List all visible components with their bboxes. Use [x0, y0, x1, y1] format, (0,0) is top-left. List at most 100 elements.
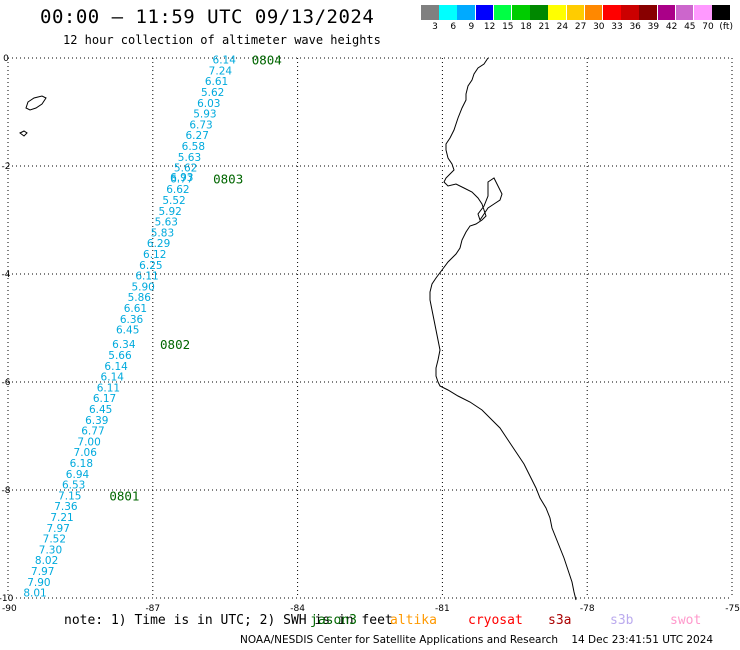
swh-value: 6.58 [182, 141, 205, 153]
colorbar-swatch [493, 5, 512, 20]
swh-value: 6.17 [93, 393, 116, 405]
swh-value: 7.24 [209, 65, 233, 77]
swh-value: 8.01 [23, 588, 46, 600]
colorbar-swatch [603, 5, 621, 20]
colorbar-swatch [548, 5, 567, 20]
colorbar-label: 9 [468, 22, 475, 32]
colorbar-label: 18 [520, 22, 532, 32]
swh-value: 5.90 [131, 281, 154, 293]
latitude-tick-label: -10 [0, 594, 14, 604]
galapagos-island-small [19, 130, 28, 137]
longitude-tick-label: -84 [290, 604, 305, 614]
colorbar-label: 36 [629, 22, 641, 32]
swh-value: 6.11 [97, 382, 120, 394]
swh-value: 6.39 [85, 415, 108, 427]
colorbar-label: 45 [684, 22, 696, 32]
swh-value: 6.29 [147, 238, 170, 250]
latitude-tick-label: 0 [3, 54, 9, 64]
swh-value: 7.36 [54, 501, 78, 513]
colorbar-label: 39 [647, 22, 660, 32]
swh-value: 6.14 [101, 372, 125, 384]
swh-value: 6.93 [170, 172, 193, 184]
colorbar-swatch [657, 5, 676, 20]
colorbar-swatch [639, 5, 658, 20]
swh-value: 6.34 [112, 339, 136, 351]
colorbar-swatch [530, 5, 548, 20]
swh-value: 5.92 [158, 206, 181, 218]
map-subtitle: 12 hour collection of altimeter wave hei… [63, 33, 381, 47]
swh-value: 7.97 [31, 566, 54, 578]
satellite-legend-jason3: jason3 [310, 613, 357, 628]
colorbar-swatch [457, 5, 476, 20]
latitude-tick-label: -6 [2, 378, 11, 388]
swh-value: 7.52 [43, 534, 66, 546]
swh-value: 6.73 [189, 119, 212, 131]
swh-value: 6.61 [124, 303, 147, 315]
swh-value: 6.53 [62, 480, 85, 492]
colorbar-label: 27 [574, 22, 587, 32]
galapagos-island-large [25, 95, 47, 111]
longitude-tick-label: -78 [580, 604, 595, 614]
map-gridlines [7, 57, 733, 599]
swh-value: 5.52 [162, 195, 185, 207]
credit-agency: NOAA/NESDIS Center for Satellite Applica… [240, 634, 558, 646]
longitude-tick-label: -75 [725, 604, 740, 614]
colorbar-swatch [584, 5, 603, 20]
altimeter-track: 6.147.246.615.626.035.936.736.276.585.63… [23, 55, 236, 600]
time-labels: 0804 0803 0802 0801 [109, 53, 281, 504]
colorbar-label: 12 [483, 22, 496, 32]
swh-value: 6.45 [89, 404, 112, 416]
swh-value: 7.15 [58, 490, 81, 502]
swh-value: 6.36 [120, 314, 144, 326]
satellite-legend-altika: altika [390, 613, 437, 628]
swh-value: 6.77 [170, 173, 193, 185]
pass-time-label: 0803 [213, 171, 243, 186]
swh-value: 6.03 [197, 98, 220, 110]
colorbar-label: (ft) [719, 22, 733, 32]
swh-value: 6.18 [70, 458, 93, 470]
swh-value: 6.12 [143, 249, 166, 261]
swh-value: 6.14 [104, 361, 128, 373]
swh-value: 6.62 [166, 184, 189, 196]
swh-value: 5.66 [108, 350, 132, 362]
satellite-legend-cryosat: cryosat [468, 613, 523, 628]
satellite-legend-swot: swot [670, 613, 702, 628]
colorbar-swatch [621, 5, 639, 20]
satellite-legend-s3b: s3b [610, 613, 634, 628]
south-america-coastline [429, 57, 577, 601]
swh-value: 8.02 [35, 555, 58, 567]
latitude-tick-label: -8 [2, 486, 11, 496]
swh-value: 5.62 [201, 87, 224, 99]
swh-value: 6.45 [116, 325, 139, 337]
swh-value: 5.63 [155, 217, 178, 229]
colorbar-label: 24 [556, 22, 569, 32]
axis-tick-labels: -90 -87 -84 -81 -78 -75 0 -2 -4 -6 -8 -10 [0, 54, 740, 614]
colorbar-swatch [675, 5, 694, 20]
longitude-tick-label: -90 [2, 604, 17, 614]
latitude-tick-label: -4 [2, 270, 11, 280]
colorbar-label: 21 [538, 22, 550, 32]
colorbar-swatch [475, 5, 494, 20]
swh-value: 7.00 [77, 436, 100, 448]
pass-time-label: 0801 [109, 488, 139, 503]
swh-value: 5.93 [193, 109, 216, 121]
colorbar-label: 6 [450, 22, 457, 32]
swh-value: 7.30 [39, 544, 62, 556]
swh-value: 5.62 [174, 163, 197, 175]
swh-value: 6.61 [205, 76, 228, 88]
satellite-legend-s3a: s3a [548, 613, 572, 628]
colorbar-label: 15 [502, 22, 514, 32]
gulf-of-guayaquil-island [477, 177, 503, 222]
colorbar-label: 42 [665, 22, 678, 32]
swh-value: 7.97 [47, 523, 70, 535]
colorbar-swatch [694, 5, 712, 20]
pass-time-label: 0802 [160, 337, 190, 352]
colorbar-swatch [712, 5, 730, 20]
swh-value: 6.25 [139, 260, 162, 272]
longitude-tick-label: -81 [435, 604, 450, 614]
colorbar-label: 33 [611, 22, 623, 32]
swh-value: 5.83 [151, 227, 174, 239]
swh-value: 6.11 [135, 271, 158, 283]
swh-value: 5.63 [178, 152, 201, 164]
